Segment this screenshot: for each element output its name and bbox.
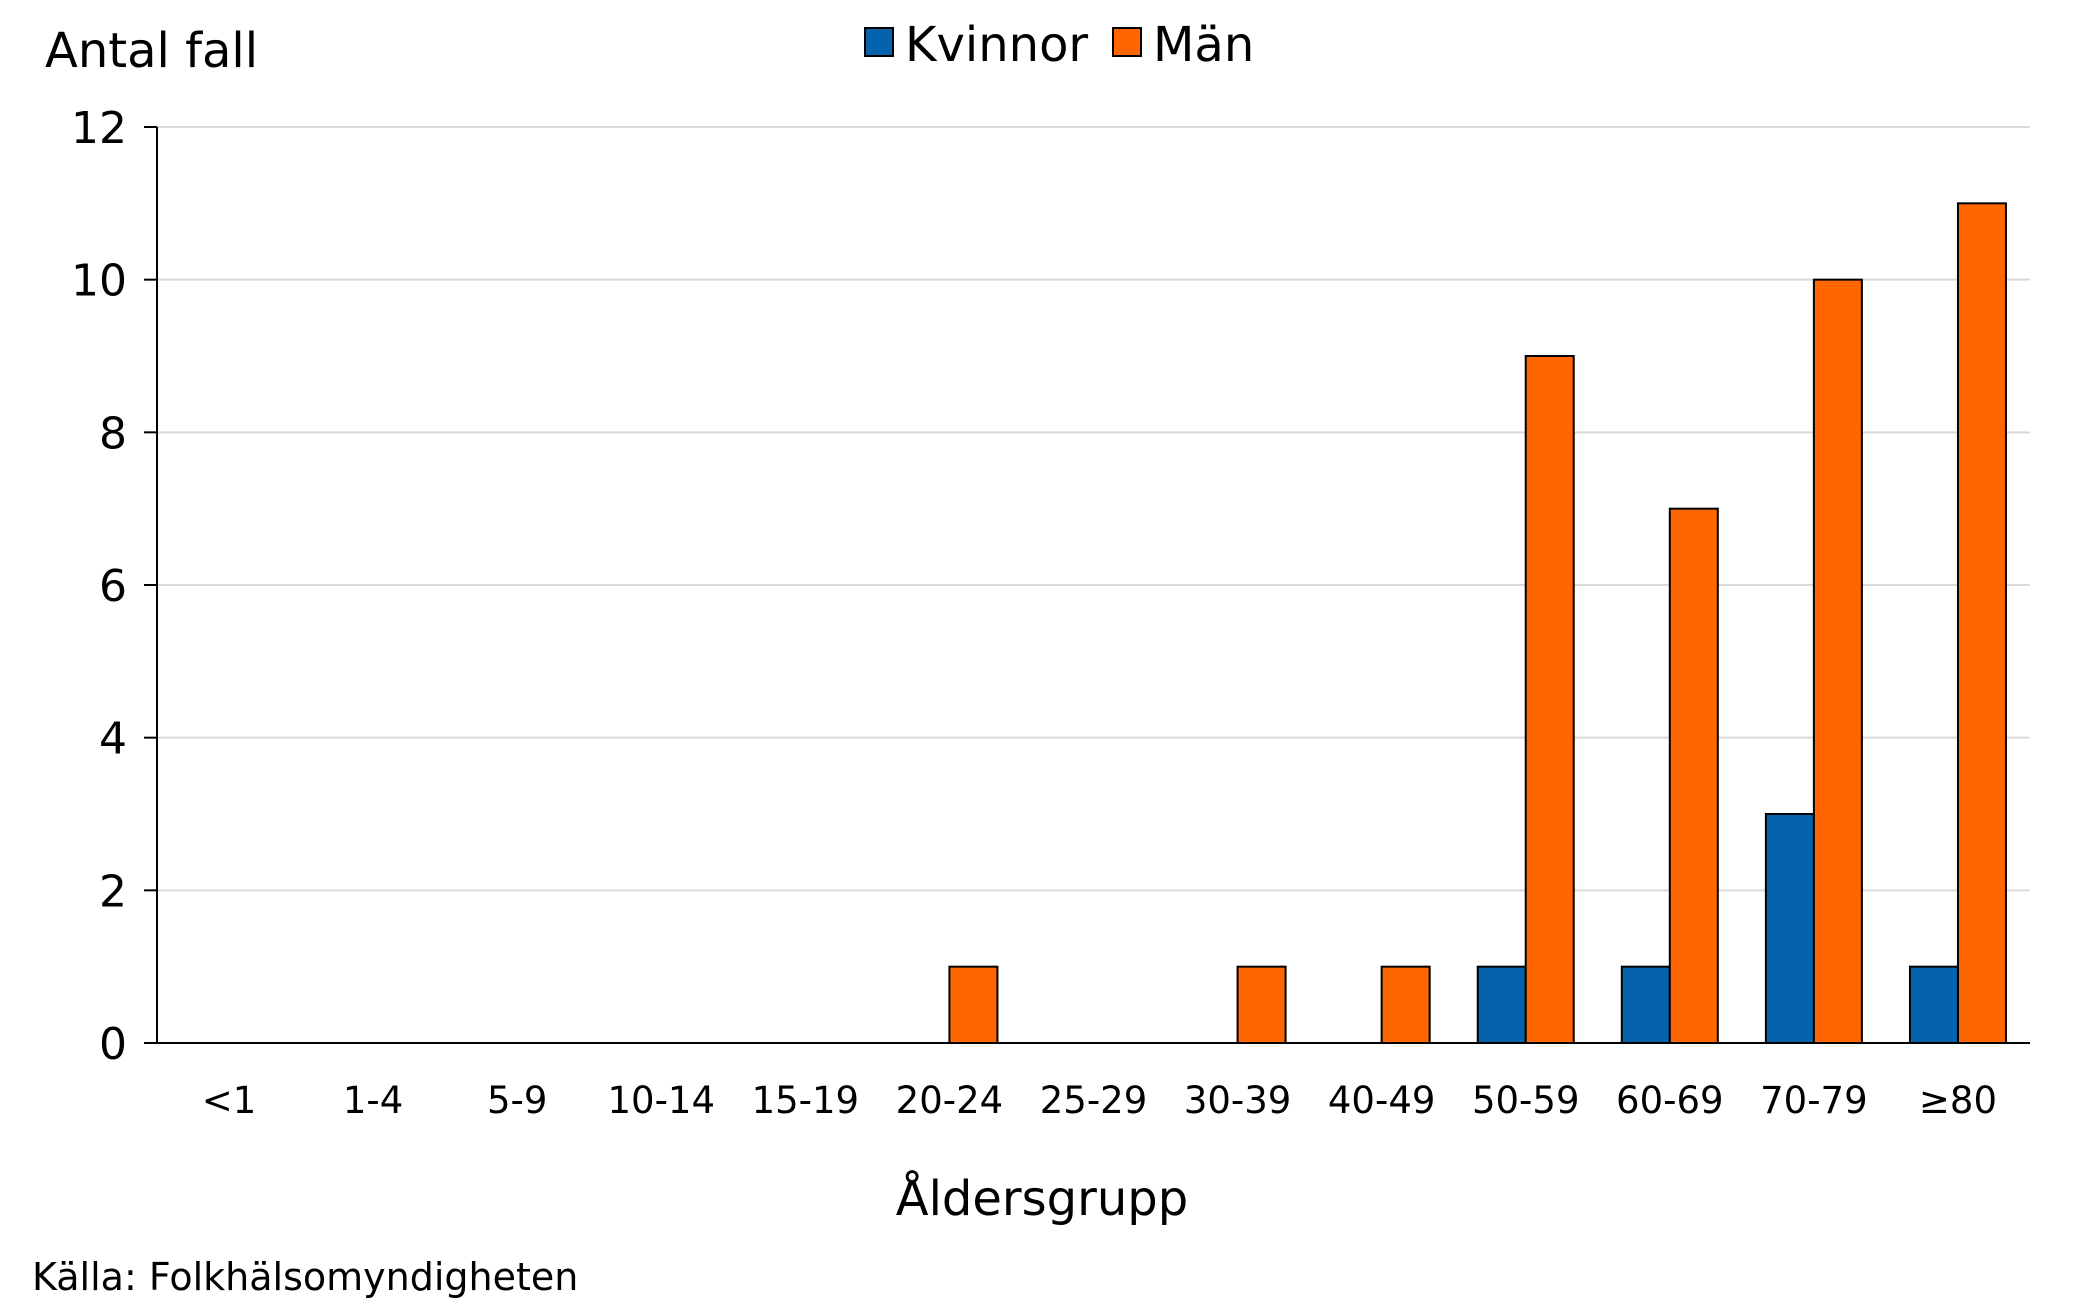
bar-man: [1668, 507, 1719, 1044]
x-tick-label: 50-59: [1472, 1079, 1580, 1122]
y-tick-label: 4: [99, 714, 127, 765]
x-tick-label: 15-19: [752, 1079, 860, 1122]
bars: [948, 202, 2007, 1045]
x-tick-label: 5-9: [487, 1079, 547, 1122]
x-tick-label: 30-39: [1184, 1079, 1292, 1122]
gridlines: [157, 126, 2030, 892]
tick-labels: 0 2 4 6 8 10 12 <1 1-4 5-9 10-14 15-19 20-24 25-29 30-…: [71, 103, 1997, 1122]
x-tick-label: <1: [202, 1079, 257, 1122]
axes: [144, 126, 2030, 1044]
y-tick-label: 0: [99, 1019, 127, 1070]
y-tick-label: 8: [99, 408, 127, 459]
legend-label-kvinnor: Kvinnor: [905, 17, 1088, 73]
x-tick-label: 20-24: [896, 1079, 1004, 1122]
bar-man: [1236, 965, 1287, 1045]
x-tick-label: 40-49: [1328, 1079, 1436, 1122]
bar-man: [1956, 202, 2007, 1045]
x-tick-label: ≥80: [1919, 1079, 1997, 1122]
bar-man: [1380, 965, 1431, 1045]
x-tick-label: 25-29: [1040, 1079, 1148, 1122]
legend-label-man: Män: [1153, 17, 1254, 73]
legend-swatch-man: [1112, 27, 1142, 57]
bar-kvinnor: [1764, 813, 1815, 1044]
bar-man: [1524, 355, 1575, 1044]
x-tick-label: 10-14: [608, 1079, 716, 1122]
y-axis-label: Antal fall: [45, 23, 258, 79]
y-tick-label: 12: [71, 103, 127, 154]
x-axis-label: Åldersgrupp: [896, 1170, 1188, 1227]
x-tick-label: 1-4: [343, 1079, 403, 1122]
bar-man: [948, 965, 999, 1045]
source-note: Källa: Folkhälsomyndigheten: [32, 1255, 578, 1299]
y-tick-label: 6: [99, 561, 127, 612]
y-tick-label: 2: [99, 866, 127, 917]
bar-kvinnor: [1476, 965, 1527, 1045]
x-tick-label: 60-69: [1616, 1079, 1724, 1122]
y-tick-label: 10: [71, 256, 127, 307]
x-tick-label: 70-79: [1760, 1079, 1868, 1122]
bar-kvinnor: [1908, 965, 1959, 1045]
bar-kvinnor: [1620, 965, 1671, 1045]
legend: Kvinnor Män: [864, 17, 1254, 73]
bar-man: [1812, 278, 1863, 1044]
legend-swatch-kvinnor: [864, 27, 894, 57]
